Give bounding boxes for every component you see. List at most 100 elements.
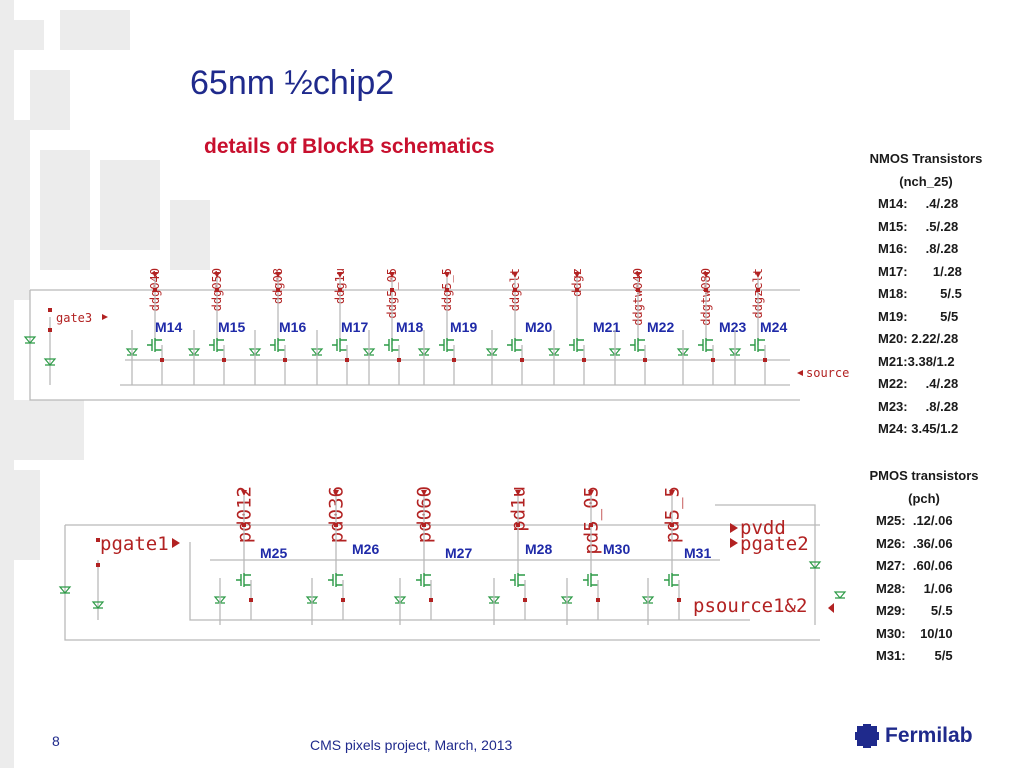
nmos-spec-3: M17: 1/.28 — [878, 263, 962, 279]
nmos-transistor-1 — [209, 338, 224, 352]
nmos-label-3: M17 — [341, 319, 368, 335]
gate3-node-bottom — [48, 328, 52, 332]
pmos-pin-node-5 — [670, 523, 674, 527]
nmos-pin-node-3 — [338, 288, 342, 292]
pmos-pin-3-label: pd1u — [508, 486, 530, 532]
pmos-pin-node-2 — [422, 523, 426, 527]
pmos-pin-node-1 — [334, 523, 338, 527]
nmos-spec-0: M14: .4/.28 — [878, 196, 959, 211]
fermilab-logo-icon — [855, 724, 879, 748]
page-number: 8 — [52, 733, 60, 749]
nmos-transistor-7 — [569, 338, 584, 352]
pvdd-pin-label: pvdd — [740, 517, 786, 539]
pmos-right-diode-a — [808, 561, 822, 569]
nmos-transistor-5 — [439, 338, 454, 352]
pmos-label-4: M30 — [603, 541, 630, 557]
pmos-transistor-5 — [664, 573, 679, 587]
nmos-label-4: M18 — [396, 319, 423, 335]
nmos-transistor-6 — [507, 338, 522, 352]
nmos-drain-node-5 — [452, 358, 456, 362]
nmos-label-5: M19 — [450, 319, 477, 335]
pmos-spec-6: M31: 5/5 — [876, 648, 953, 663]
nmos-drain-node-0 — [160, 358, 164, 362]
pmos-transistor-0 — [236, 573, 251, 587]
nmos-drain-node-1 — [222, 358, 226, 362]
gate3-pin-label: gate3 — [56, 311, 92, 325]
nmos-pin-node-4 — [390, 288, 394, 292]
pvdd-pin-arrow — [730, 523, 738, 533]
pmos-right-wire — [715, 504, 816, 625]
nmos-label-10: M24 — [760, 319, 787, 335]
pmos-pin-1-arrow — [333, 490, 339, 496]
nmos-drain-node-2 — [283, 358, 287, 362]
pmos-drain-node-2 — [429, 598, 433, 602]
pmos-drain-node-1 — [341, 598, 345, 602]
nmos-pin-3-arrow — [337, 272, 343, 278]
nmos-transistor-4 — [384, 338, 399, 352]
pmos-label-3: M28 — [525, 541, 552, 557]
pmos-transistor-1 — [328, 573, 343, 587]
pmos-pin-0-arrow — [241, 490, 247, 496]
nmos-label-0: M14 — [155, 319, 182, 335]
pmos-right-diode-b — [833, 591, 847, 599]
nmos-left-diode-a — [23, 336, 37, 344]
gate3-node-top — [48, 308, 52, 312]
nmos-transistor-list: NMOS Transistors (nch_25) M14: .4/.28 M15… — [856, 148, 996, 441]
nmos-block: ddg040M14ddg050M15ddg08M16ddg1uM17ddg5_0… — [23, 268, 850, 401]
pmos-transistor-3 — [510, 573, 525, 587]
nmos-drain-node-3 — [345, 358, 349, 362]
nmos-transistor-2 — [270, 338, 285, 352]
nmos-pin-5-arrow — [444, 272, 450, 278]
pmos-pin-5-label: pd5_5 — [662, 486, 684, 543]
pmos-spec-4: M29: 5/.5 — [876, 603, 953, 618]
nmos-label-1: M15 — [218, 319, 245, 335]
pgate2-pin-arrow — [730, 538, 738, 548]
footer-text: CMS pixels project, March, 2013 — [310, 737, 513, 753]
pmos-spec-0: M25: .12/.06 — [876, 513, 953, 528]
nmos-list-subheading: (nch_25) — [899, 173, 953, 189]
pmos-pin-node-3 — [516, 523, 520, 527]
pmos-label-5: M31 — [684, 545, 711, 561]
nmos-pin-node-0 — [153, 288, 157, 292]
pmos-drain-node-0 — [249, 598, 253, 602]
nmos-pin-2-arrow — [275, 272, 281, 278]
nmos-pin-0-arrow — [152, 272, 158, 278]
fermilab-logo-text: Fermilab — [885, 724, 973, 747]
pmos-source-rail — [189, 542, 750, 621]
pmos-pin-node-0 — [242, 523, 246, 527]
pgate1-pin-arrow — [172, 538, 180, 548]
nmos-pin-4-arrow — [389, 272, 395, 278]
nmos-pin-node-10 — [756, 288, 760, 292]
nmos-pin-9-arrow — [703, 272, 709, 278]
nmos-spec-4: M18: 5/.5 — [878, 286, 962, 301]
nmos-spec-2: M16: .8/.28 — [878, 241, 959, 256]
pmos-bottom-rail — [64, 525, 820, 641]
pmos-drain-node-4 — [596, 598, 600, 602]
pmos-pin-4-label: pd5_05 — [581, 486, 603, 555]
nmos-spec-7: M21:3.38/1.2 — [878, 353, 955, 369]
pmos-left-diode-b — [91, 601, 105, 609]
nmos-spec-8: M22: .4/.28 — [878, 376, 959, 391]
nmos-label-6: M20 — [525, 319, 552, 335]
pmos-left-diode-a — [58, 586, 72, 594]
nmos-pin-8-arrow — [635, 272, 641, 278]
pgate2-pin-label: pgate2 — [740, 533, 809, 555]
nmos-list-heading: NMOS Transistors — [869, 151, 983, 166]
nmos-transistor-0 — [147, 338, 162, 352]
pmos-label-2: M27 — [445, 545, 472, 561]
pmos-pin-node-4 — [589, 523, 593, 527]
nmos-transistor-9 — [698, 338, 713, 352]
nmos-drain-node-8 — [643, 358, 647, 362]
nmos-pin-node-9 — [704, 288, 708, 292]
nmos-pin-1-arrow — [214, 272, 220, 278]
nmos-pin-node-8 — [636, 288, 640, 292]
pmos-pin-5-arrow — [669, 490, 675, 496]
pgate1-node-top — [96, 538, 100, 542]
nmos-label-9: M23 — [719, 319, 746, 335]
fermilab-logo: Fermilab — [853, 722, 973, 750]
nmos-spec-9: M23: .8/.28 — [878, 398, 959, 414]
source3-pin-arrow — [797, 370, 803, 376]
nmos-pin-node-7 — [575, 288, 579, 292]
pgate1-node-bottom — [96, 563, 100, 567]
